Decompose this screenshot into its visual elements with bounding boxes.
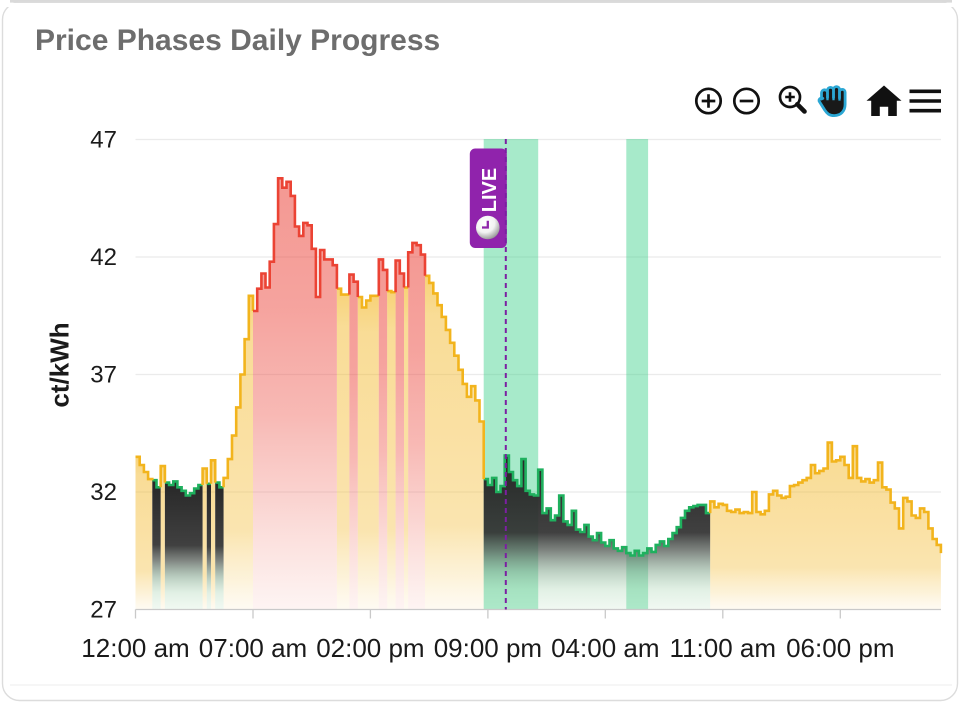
svg-text:ct/kWh: ct/kWh [45, 322, 75, 407]
svg-text:07:00 am: 07:00 am [199, 633, 307, 663]
svg-text:Price Phases Daily Progress: Price Phases Daily Progress [35, 24, 440, 57]
svg-text:09:00 pm: 09:00 pm [434, 633, 542, 663]
svg-text:27: 27 [90, 597, 117, 624]
svg-text:42: 42 [90, 244, 117, 271]
svg-text:12:00 am: 12:00 am [81, 633, 189, 663]
svg-text:04:00 am: 04:00 am [551, 633, 659, 663]
svg-text:06:00 pm: 06:00 pm [786, 633, 894, 663]
svg-text:47: 47 [90, 127, 117, 154]
svg-text:37: 37 [90, 362, 117, 389]
svg-text:11:00 am: 11:00 am [670, 633, 776, 663]
svg-text:32: 32 [90, 479, 117, 506]
svg-text:LIVE: LIVE [479, 168, 501, 212]
svg-text:02:00 pm: 02:00 pm [316, 633, 424, 663]
